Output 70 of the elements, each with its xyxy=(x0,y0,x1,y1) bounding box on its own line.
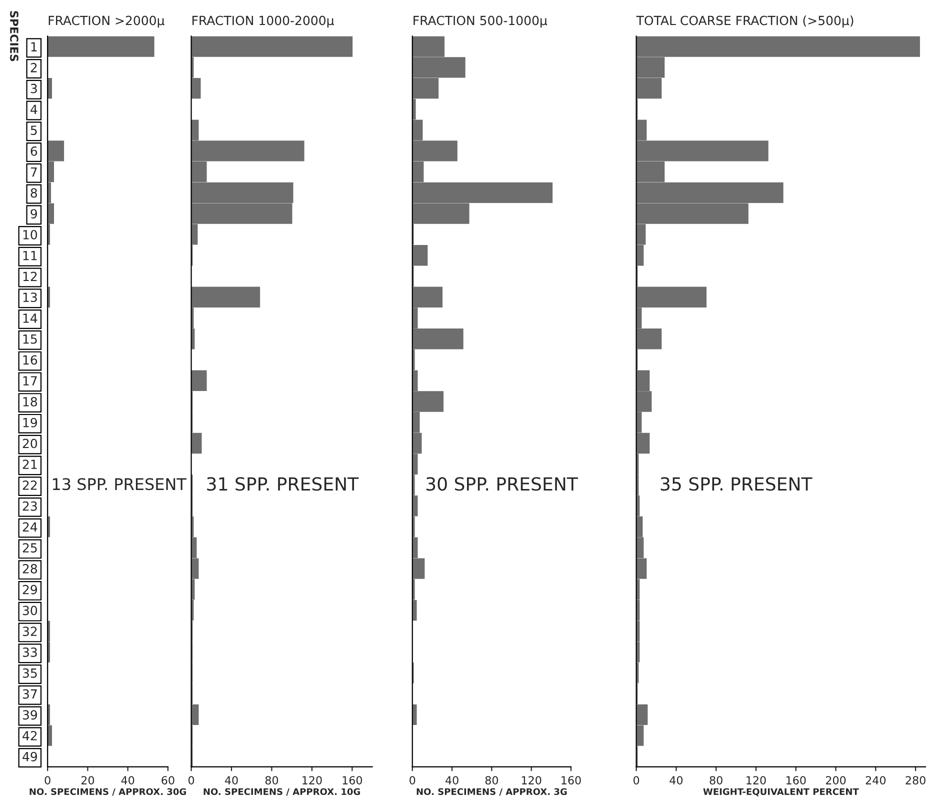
y-tick-label: 32 xyxy=(22,626,37,636)
y-tick-label: 3 xyxy=(30,84,37,94)
x-tick-label: 280 xyxy=(906,776,926,784)
y-tick-label: 12 xyxy=(23,272,37,281)
x-tick-label: 40 xyxy=(224,776,238,784)
y-tick-label: 19 xyxy=(23,418,37,428)
y-tick-label: 35 xyxy=(22,668,37,678)
y-tick-label: 25 xyxy=(22,543,37,553)
x-tick-label: 120 xyxy=(746,776,766,784)
x-axis-title: NO. SPECIMENS / APPROX. 10G xyxy=(204,788,360,796)
chart-title: FRACTION 1000-2000µ xyxy=(192,16,334,28)
x-tick-label: 0 xyxy=(188,776,194,784)
y-tick-label: 5 xyxy=(30,126,37,136)
y-tick-label: 7 xyxy=(30,167,37,177)
x-axis-title: NO. SPECIMENS / APPROX. 30G xyxy=(30,788,186,796)
y-tick-label: 11 xyxy=(23,250,37,260)
x-tick-label: 80 xyxy=(265,776,278,784)
chart-title: FRACTION >2000µ xyxy=(48,16,164,28)
annotation: 13 SPP. PRESENT xyxy=(52,478,186,490)
y-tick-label: 23 xyxy=(22,501,37,511)
x-tick-label: 60 xyxy=(162,776,174,784)
annotation: 35 SPP. PRESENT xyxy=(660,477,812,491)
y-tick-label: 8 xyxy=(30,188,38,198)
y-tick-label: 14 xyxy=(23,314,38,323)
x-tick-label: 40 xyxy=(121,776,134,784)
y-tick-label: 24 xyxy=(22,522,38,532)
x-axis-title: WEIGHT-EQUIVALENT PERCENT xyxy=(703,788,859,796)
x-axis-title: NO. SPECIMENS / APPROX. 3G xyxy=(416,788,567,796)
x-tick-label: 240 xyxy=(866,776,886,784)
y-tick-label: 33 xyxy=(22,648,37,657)
x-tick-label: 120 xyxy=(522,776,542,784)
y-tick-label: 28 xyxy=(22,564,38,574)
y-tick-label: 6 xyxy=(30,146,38,156)
x-tick-label: 160 xyxy=(562,776,581,784)
x-tick-label: 160 xyxy=(786,776,806,784)
x-tick-label: 80 xyxy=(710,776,722,784)
y-axis-title: SPECIES xyxy=(10,11,18,62)
y-tick-label: 16 xyxy=(23,355,38,365)
y-tick-label: 39 xyxy=(22,710,37,720)
y-tick-label: 13 xyxy=(23,292,37,302)
x-tick-label: 20 xyxy=(81,776,94,784)
y-tick-label: 22 xyxy=(22,480,37,490)
y-tick-label: 20 xyxy=(22,438,38,448)
x-tick-label: 160 xyxy=(342,776,362,784)
y-tick-label: 9 xyxy=(30,209,37,219)
y-tick-label: 30 xyxy=(22,606,38,616)
y-tick-label: 17 xyxy=(23,376,37,386)
x-tick-label: 40 xyxy=(670,776,683,784)
x-tick-label: 120 xyxy=(302,776,322,784)
y-tick-label: 49 xyxy=(22,752,37,762)
y-tick-label: 4 xyxy=(30,104,38,114)
y-tick-label: 15 xyxy=(23,334,37,344)
x-tick-label: 0 xyxy=(44,776,50,784)
y-tick-label: 37 xyxy=(22,689,37,699)
y-tick-label: 10 xyxy=(23,230,38,240)
y-tick-label: 21 xyxy=(22,460,37,469)
y-tick-label: 42 xyxy=(22,731,37,740)
x-tick-label: 200 xyxy=(826,776,846,784)
y-tick-label: 1 xyxy=(31,42,37,52)
x-tick-label: 0 xyxy=(634,776,640,784)
chart-title: FRACTION 500-1000µ xyxy=(414,16,548,28)
x-tick-label: 0 xyxy=(410,776,416,784)
annotation: 30 SPP. PRESENT xyxy=(426,477,578,491)
y-tick-label: 29 xyxy=(22,584,37,594)
x-tick-label: 80 xyxy=(485,776,498,784)
annotation: 31 SPP. PRESENT xyxy=(207,477,359,491)
y-tick-label: 2 xyxy=(30,62,37,72)
x-tick-label: 40 xyxy=(446,776,458,784)
chart-title: TOTAL COARSE FRACTION (>500µ) xyxy=(636,16,854,28)
y-tick-label: 18 xyxy=(23,396,38,406)
